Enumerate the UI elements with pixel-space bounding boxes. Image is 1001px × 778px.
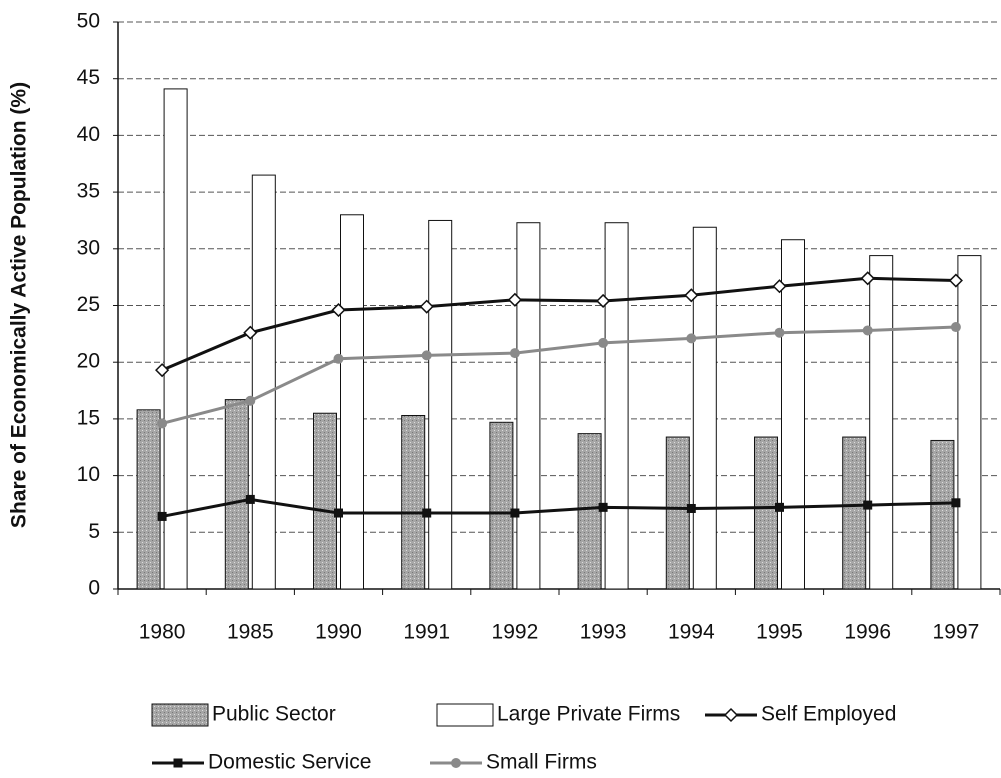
- legend-label: Large Private Firms: [497, 703, 680, 726]
- y-axis-label: Share of Economically Active Population …: [8, 82, 31, 528]
- x-tick-label: 1992: [492, 621, 539, 644]
- marker: [333, 353, 344, 364]
- marker: [686, 333, 697, 344]
- line: [161, 276, 956, 372]
- marker: [419, 299, 434, 314]
- marker: [245, 395, 256, 406]
- marker: [245, 494, 255, 504]
- marker: [598, 502, 608, 512]
- marker: [421, 350, 432, 361]
- x-tick-label: 1993: [580, 621, 627, 644]
- bar: [692, 226, 717, 590]
- bar: [340, 214, 364, 590]
- y-tick-label: 25: [77, 293, 100, 316]
- y-tick-label: 50: [77, 10, 100, 33]
- bar: [224, 399, 249, 590]
- marker: [951, 498, 961, 508]
- bar: [930, 439, 955, 590]
- marker: [510, 508, 520, 518]
- y-tick-label: 40: [77, 123, 100, 146]
- bar: [489, 421, 514, 590]
- bar: [781, 239, 805, 590]
- marker: [157, 511, 167, 521]
- bar: [577, 433, 602, 590]
- bar: [665, 436, 690, 590]
- x-tick-label: 1991: [403, 621, 450, 644]
- bar: [516, 222, 541, 590]
- legend-marker: [723, 707, 739, 723]
- legend-label: Domestic Service: [208, 751, 371, 774]
- marker: [507, 292, 522, 307]
- legend-swatch: [151, 703, 209, 727]
- bar: [842, 436, 867, 590]
- marker: [772, 279, 787, 294]
- marker: [422, 508, 432, 518]
- marker: [331, 302, 346, 318]
- marker: [775, 502, 784, 512]
- bar: [401, 414, 426, 590]
- bar: [869, 255, 894, 590]
- y-tick-label: 30: [77, 236, 100, 259]
- marker: [598, 337, 609, 348]
- legend-label: Self Employed: [761, 703, 896, 726]
- bar: [313, 412, 337, 590]
- line: [161, 325, 956, 425]
- y-tick-label: 45: [77, 66, 100, 89]
- marker: [243, 325, 258, 340]
- marker: [155, 363, 170, 378]
- x-tick-label: 1996: [844, 621, 891, 644]
- marker: [157, 418, 168, 429]
- y-tick-label: 5: [88, 520, 100, 543]
- y-tick-label: 20: [77, 350, 100, 373]
- line: [161, 497, 956, 518]
- marker: [684, 288, 699, 303]
- bar: [163, 88, 188, 590]
- bar: [604, 222, 629, 590]
- y-tick-label: 35: [77, 180, 100, 203]
- y-tick-label: 0: [88, 577, 100, 600]
- marker: [860, 271, 875, 286]
- marker: [774, 327, 785, 338]
- x-tick-label: 1997: [933, 621, 980, 644]
- y-tick-label: 15: [77, 406, 100, 429]
- legend-label: Small Firms: [486, 751, 597, 774]
- x-tick-label: 1995: [756, 621, 803, 644]
- legend-swatch: [436, 703, 494, 727]
- y-tick-label: 10: [77, 463, 100, 486]
- marker: [862, 325, 873, 336]
- marker: [950, 322, 961, 333]
- legend-label: Public Sector: [212, 703, 336, 726]
- x-tick-label: 1985: [227, 621, 274, 644]
- legend-marker: [451, 758, 461, 768]
- bar: [251, 174, 276, 590]
- bar: [957, 255, 982, 590]
- marker: [334, 508, 343, 518]
- bar: [428, 219, 453, 590]
- marker: [596, 293, 611, 309]
- bar: [754, 436, 778, 590]
- x-tick-label: 1980: [139, 621, 186, 644]
- legend-marker: [173, 758, 183, 768]
- marker: [509, 348, 520, 359]
- x-tick-label: 1994: [668, 621, 715, 644]
- x-tick-label: 1990: [315, 621, 362, 644]
- marker: [686, 503, 696, 513]
- marker: [863, 500, 873, 510]
- marker: [948, 273, 963, 288]
- bar: [136, 409, 161, 590]
